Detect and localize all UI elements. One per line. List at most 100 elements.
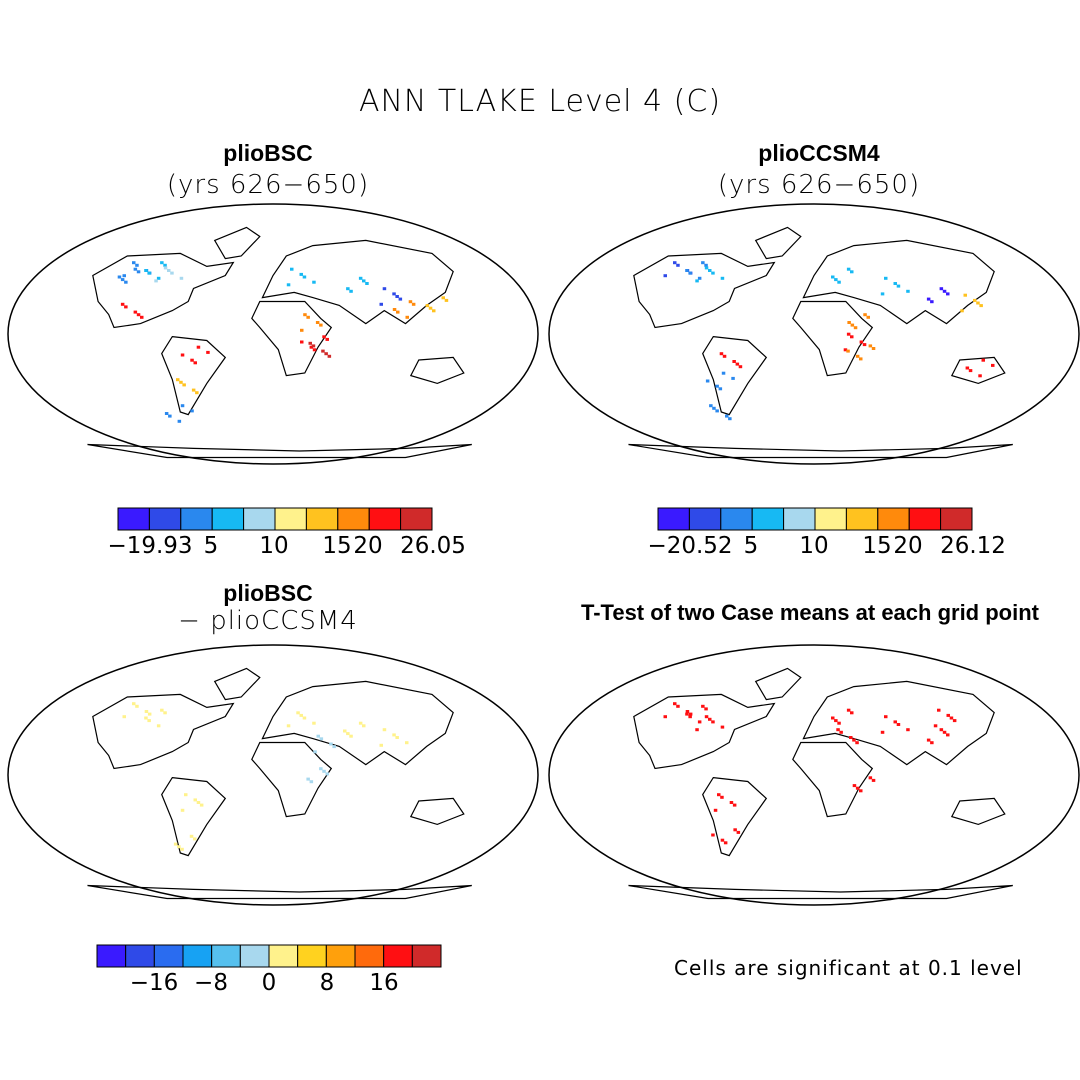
lake-cell [206, 350, 210, 354]
lake-cell [180, 808, 185, 812]
panel3-title: plioBSC [223, 580, 313, 606]
lake-cell [896, 284, 901, 288]
lake-cell [868, 776, 873, 780]
colorbar-swatch [211, 507, 245, 531]
lake-cell [308, 341, 312, 345]
lake-cell [147, 271, 151, 275]
lake-cell [392, 292, 396, 296]
colorbar-swatch [153, 944, 184, 968]
lake-cell [182, 383, 186, 387]
lake-cell [343, 729, 347, 733]
lake-cell [170, 271, 174, 275]
colorbar-1-label: −19.93 [107, 533, 193, 559]
coastline [92, 252, 235, 329]
lake-cell [685, 712, 689, 716]
lake-cell [362, 279, 366, 283]
lake-cell [405, 741, 409, 745]
lake-cell [147, 719, 151, 723]
lake-cell [302, 716, 307, 720]
coastline [633, 693, 776, 770]
colorbar-2 [657, 507, 973, 531]
lake-cell [859, 357, 863, 361]
lake-cell [850, 323, 855, 327]
lake-cell [319, 767, 323, 771]
lake-cell [973, 298, 977, 302]
lake-cell [850, 711, 854, 715]
lake-cell [299, 272, 303, 276]
coastline [702, 335, 768, 416]
lake-cell [444, 298, 449, 302]
lake-cell [880, 730, 885, 734]
colorbar-2-label: 20 [893, 533, 923, 559]
lake-cell [382, 287, 387, 291]
lake-cell [319, 323, 323, 327]
lake-cell [862, 343, 867, 347]
lake-cell [708, 269, 712, 272]
lake-cell [942, 730, 947, 734]
lake-cell [346, 732, 350, 736]
lake-cell [847, 321, 851, 324]
coastline [950, 797, 1006, 826]
colorbar-2-label: 10 [799, 533, 829, 559]
colorbar-swatch [845, 507, 879, 531]
lake-cell [736, 830, 741, 834]
lake-cell [704, 263, 708, 267]
colorbar-swatch [180, 507, 213, 531]
colorbar-1-label: 5 [203, 533, 219, 559]
lake-cell [863, 313, 867, 317]
lake-cell [290, 267, 294, 271]
lake-cell [663, 274, 667, 278]
lake-cell [405, 315, 409, 319]
lake-cell [723, 841, 728, 845]
lake-cell [717, 793, 721, 797]
lake-cell [379, 743, 383, 747]
panel2-title: plioCCSM4 [758, 140, 880, 166]
lake-cell [930, 741, 934, 745]
coastline [251, 741, 333, 818]
colorbar-swatch [720, 507, 753, 531]
colorbar-swatch [337, 507, 370, 531]
lake-cell [195, 391, 199, 395]
lake-cell [117, 275, 122, 279]
lake-cell [133, 267, 138, 271]
lake-cell [329, 742, 333, 746]
lake-cell [721, 371, 726, 375]
lake-cell [306, 315, 310, 319]
coastline [628, 443, 1013, 459]
lake-cell [849, 736, 853, 739]
lake-cell [695, 728, 699, 732]
coastline [261, 680, 454, 766]
lake-cell [441, 296, 445, 300]
lake-cell [896, 723, 901, 726]
lake-cell [286, 283, 291, 287]
lake-cell [325, 337, 329, 341]
lake-cell [332, 745, 336, 749]
lake-cell [893, 720, 897, 724]
lake-cell [880, 292, 885, 296]
lake-cell [846, 708, 851, 712]
lake-cell [946, 713, 950, 717]
lake-cell [728, 417, 732, 421]
lake-cell [160, 708, 164, 712]
lake-cell [850, 270, 854, 274]
lake-cell [852, 738, 856, 742]
colorbar-1-label: 26.05 [400, 533, 466, 559]
lake-cell [319, 737, 324, 741]
lake-cell [711, 271, 715, 275]
lake-cell [960, 309, 964, 313]
lake-cell [933, 724, 938, 728]
colorbar-swatch [368, 507, 402, 531]
lake-cell [720, 795, 724, 799]
colorbar-1-labels: −19.93 5 10 15 20 26.05 [107, 533, 465, 561]
colorbar-swatch [657, 507, 690, 531]
lake-cell [124, 305, 128, 309]
lake-cell [408, 300, 413, 304]
lake-cell [720, 276, 725, 280]
lake-cell [871, 778, 876, 782]
lake-cell [720, 725, 725, 729]
lake-cell [712, 406, 716, 410]
lake-cell [180, 353, 185, 357]
colorbar-swatch [125, 944, 155, 968]
lake-cell [708, 717, 712, 721]
lake-cell [685, 710, 690, 713]
